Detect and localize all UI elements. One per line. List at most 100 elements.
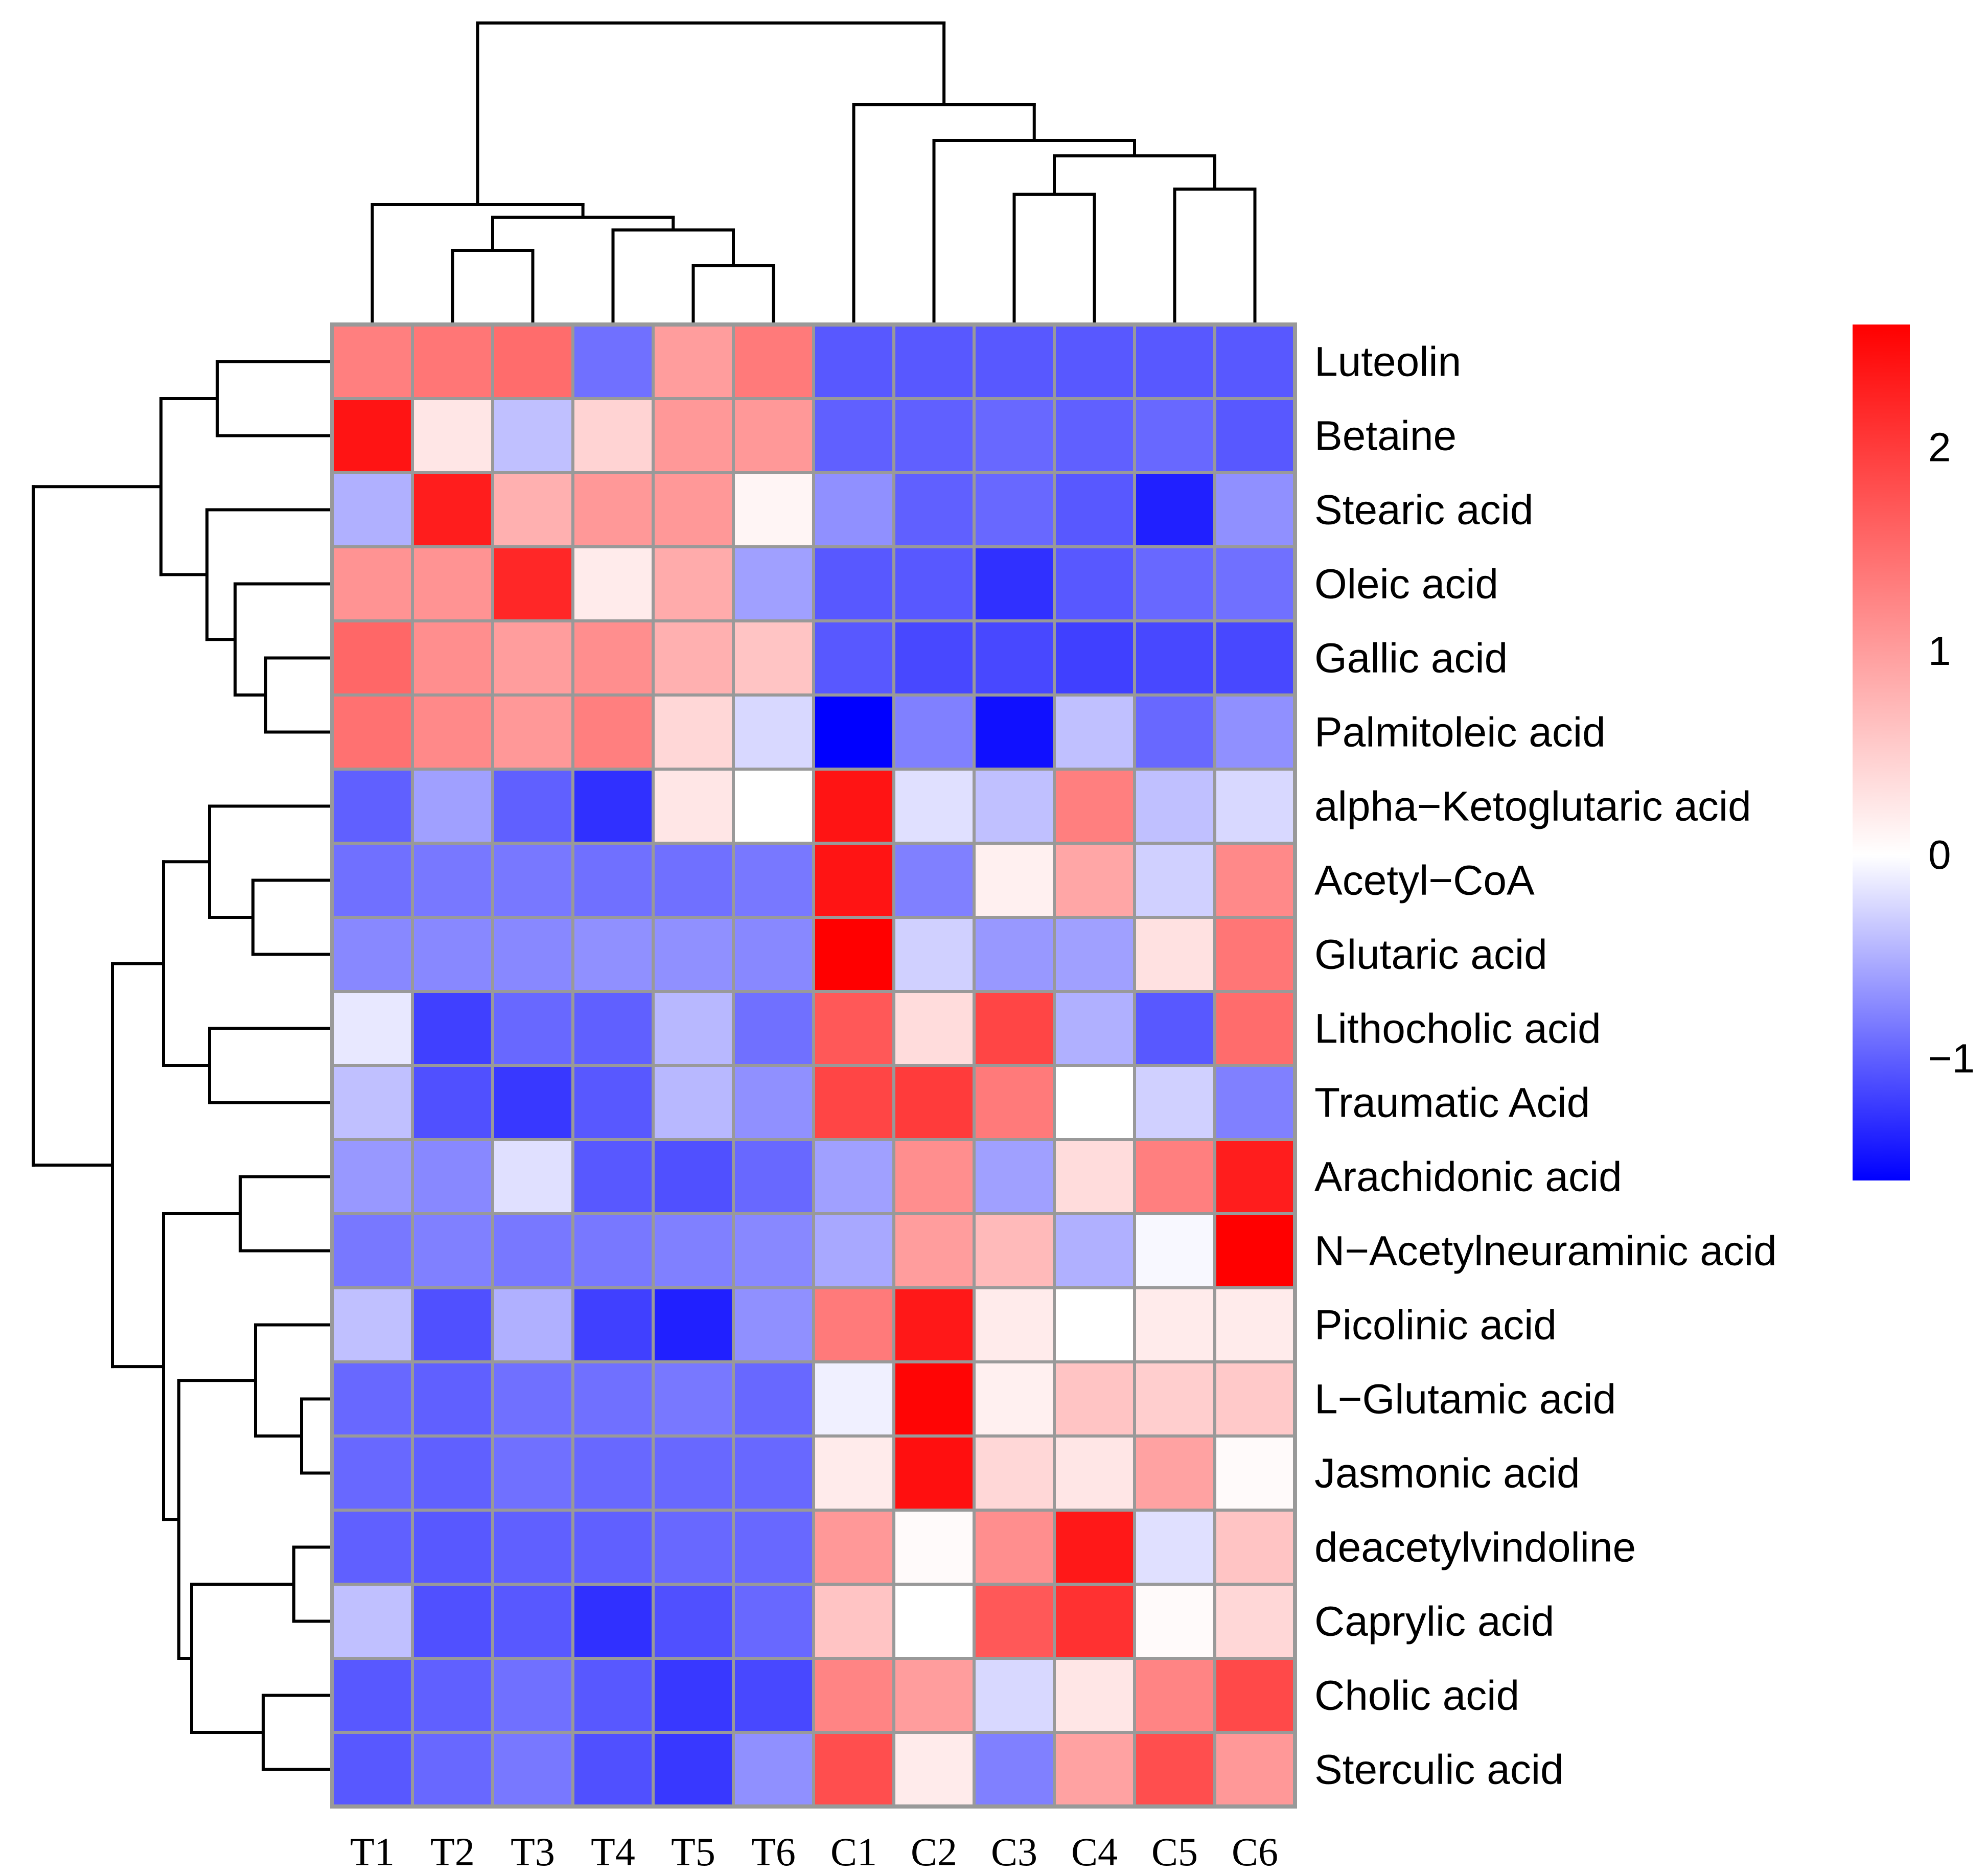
heatmap-cell — [1213, 1583, 1297, 1660]
heatmap-cell — [331, 323, 414, 400]
heatmap-cell — [1213, 1434, 1297, 1512]
heatmap-cell — [571, 1212, 655, 1289]
heatmap-cell — [411, 990, 494, 1067]
heatmap-cell — [732, 1212, 815, 1289]
row-label: Arachidonic acid — [1314, 1154, 1622, 1200]
heatmap-cell — [1213, 1064, 1297, 1141]
heatmap-cell — [973, 1731, 1056, 1808]
heatmap-cell — [1213, 842, 1297, 919]
heatmap-cell — [1133, 619, 1216, 697]
heatmap-cell — [892, 1138, 976, 1215]
heatmap-cell — [732, 1583, 815, 1660]
heatmap-cell — [571, 1064, 655, 1141]
heatmap-cell — [1053, 619, 1136, 697]
heatmap-cells — [330, 322, 1297, 1809]
heatmap-cell — [331, 916, 414, 993]
heatmap-cell — [812, 1731, 895, 1808]
heatmap-cell — [571, 1657, 655, 1734]
heatmap-cell — [411, 619, 494, 697]
heatmap-cell — [331, 1509, 414, 1586]
heatmap-cell — [1213, 768, 1297, 845]
heatmap-cell — [331, 990, 414, 1067]
heatmap-cell — [1053, 768, 1136, 845]
heatmap-cell — [571, 768, 655, 845]
heatmap-cell — [1213, 693, 1297, 771]
heatmap-cell — [491, 1286, 574, 1363]
heatmap-cell — [1053, 545, 1136, 622]
heatmap-cell — [571, 842, 655, 919]
heatmap-cell — [812, 323, 895, 400]
column-label: C5 — [1151, 1829, 1198, 1874]
row-label: Picolinic acid — [1314, 1302, 1557, 1349]
heatmap-cell — [1133, 545, 1216, 622]
row-label: Glutaric acid — [1314, 932, 1547, 978]
column-label: T4 — [591, 1829, 635, 1874]
heatmap-cell — [1133, 1138, 1216, 1215]
heatmap-cell — [812, 545, 895, 622]
heatmap-cell — [973, 545, 1056, 622]
heatmap-cell — [812, 1064, 895, 1141]
heatmap-cell — [331, 1212, 414, 1289]
heatmap-cell — [732, 1509, 815, 1586]
row-label: Sterculic acid — [1314, 1747, 1564, 1793]
heatmap-cell — [812, 916, 895, 993]
heatmap-cell — [331, 1657, 414, 1734]
row-label: Traumatic Acid — [1314, 1080, 1590, 1126]
heatmap-cell — [331, 1138, 414, 1215]
heatmap-cell — [1133, 1360, 1216, 1438]
heatmap-cell — [331, 1360, 414, 1438]
heatmap-cell — [1053, 916, 1136, 993]
heatmap-cell — [411, 1509, 494, 1586]
heatmap-cell — [1053, 842, 1136, 919]
row-label: Stearic acid — [1314, 487, 1533, 534]
heatmap-cell — [411, 1212, 494, 1289]
heatmap-cell — [491, 842, 574, 919]
column-label: C2 — [911, 1829, 957, 1874]
heatmap-cell — [571, 1138, 655, 1215]
heatmap-cell — [652, 768, 735, 845]
heatmap-cell — [732, 693, 815, 771]
color-scale-bar — [1853, 325, 1910, 1180]
heatmap-cell — [331, 1434, 414, 1512]
heatmap-cell — [571, 471, 655, 548]
heatmap-cell — [973, 1138, 1056, 1215]
heatmap-cell — [1053, 1286, 1136, 1363]
heatmap-cell — [812, 1286, 895, 1363]
heatmap-cell — [732, 1360, 815, 1438]
heatmap-cell — [1053, 1212, 1136, 1289]
heatmap-cell — [732, 471, 815, 548]
heatmap-cell — [1213, 1731, 1297, 1808]
heatmap-cell — [411, 1286, 494, 1363]
column-labels: T1 T2 T3 T4 T5 T6 C1 C2 C3 C4 C5 C6 — [350, 1829, 1278, 1874]
color-scale-tick-label: 0 — [1928, 832, 1951, 877]
heatmap-cell — [652, 1064, 735, 1141]
heatmap-cell — [571, 619, 655, 697]
row-label: alpha−Ketoglutaric acid — [1314, 783, 1751, 830]
heatmap-cell — [652, 990, 735, 1067]
heatmap-cell — [812, 768, 895, 845]
heatmap-cell — [1053, 1360, 1136, 1438]
heatmap-cell — [1053, 397, 1136, 474]
heatmap-cell — [491, 916, 574, 993]
heatmap-cell — [812, 1434, 895, 1512]
heatmap-cell — [892, 1657, 976, 1734]
heatmap-cell — [1213, 1509, 1297, 1586]
color-scale-tick-label: 2 — [1928, 424, 1951, 470]
heatmap-cell — [411, 1064, 494, 1141]
row-dendrogram — [32, 360, 334, 1771]
row-label: Palmitoleic acid — [1314, 709, 1606, 756]
heatmap-cell — [892, 545, 976, 622]
heatmap-cell — [331, 619, 414, 697]
heatmap-cell — [973, 471, 1056, 548]
heatmap-cell — [812, 1212, 895, 1289]
heatmap-cell — [892, 1212, 976, 1289]
heatmap-cell — [1213, 916, 1297, 993]
row-label: L−Glutamic acid — [1314, 1376, 1616, 1423]
row-label: Caprylic acid — [1314, 1599, 1554, 1645]
heatmap-border — [330, 322, 1297, 1809]
heatmap-cell — [491, 323, 574, 400]
heatmap-cell — [892, 693, 976, 771]
row-label: Cholic acid — [1314, 1673, 1519, 1719]
heatmap-cell — [973, 768, 1056, 845]
